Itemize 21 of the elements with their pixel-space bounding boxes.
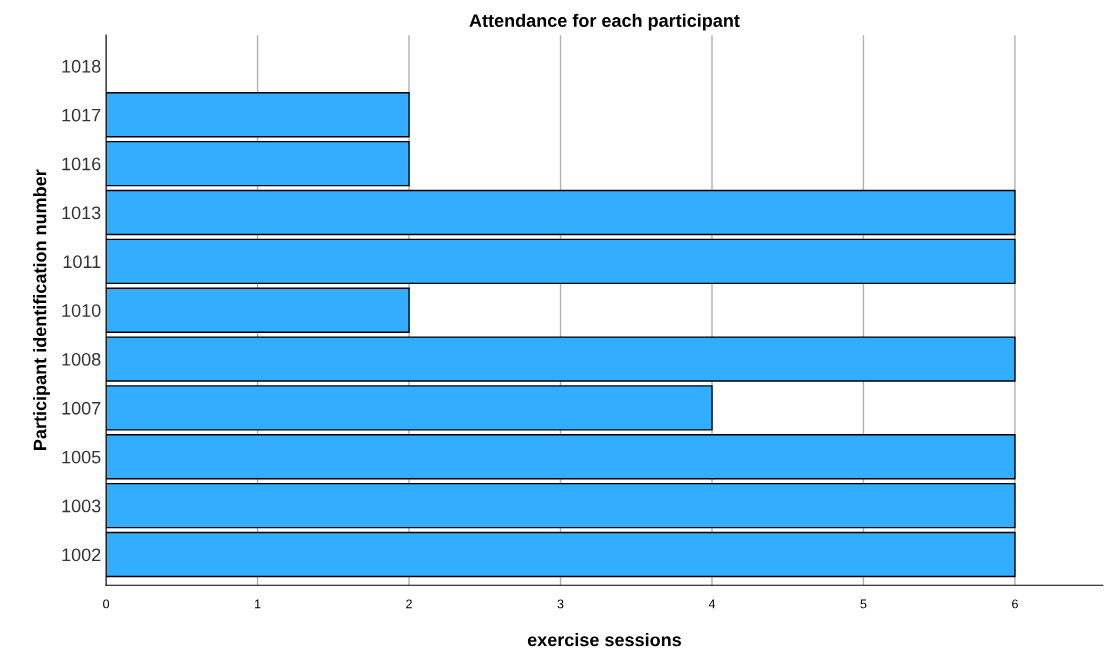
x-tick-label: 3 xyxy=(557,599,564,609)
x-tick-label: 4 xyxy=(708,599,716,609)
y-tick-label: 1010 xyxy=(62,304,101,317)
x-tick-label: 2 xyxy=(406,599,412,609)
x-axis-title: exercise sessions xyxy=(527,633,681,647)
x-tick-label: 5 xyxy=(860,599,867,609)
y-tick-label: 1011 xyxy=(63,255,101,269)
y-axis-title: Participant identification number xyxy=(33,169,50,450)
y-tick-label: 1002 xyxy=(62,548,101,562)
y-tick-label: 1007 xyxy=(62,401,101,415)
y-tick-label: 1017 xyxy=(62,108,101,122)
y-tick-label: 1013 xyxy=(62,206,101,220)
y-tick-label: 1008 xyxy=(62,352,101,366)
x-tick-label: 6 xyxy=(1012,599,1018,609)
y-tick-label: 1018 xyxy=(62,59,101,73)
y-tick-label: 1005 xyxy=(62,450,101,464)
x-tick-label: 1 xyxy=(255,599,261,609)
x-tick-label: 0 xyxy=(103,599,110,609)
y-tick-label: 1003 xyxy=(62,499,101,513)
chart-title: Attendance for each participant xyxy=(469,13,740,31)
y-tick-label: 1016 xyxy=(62,157,101,171)
